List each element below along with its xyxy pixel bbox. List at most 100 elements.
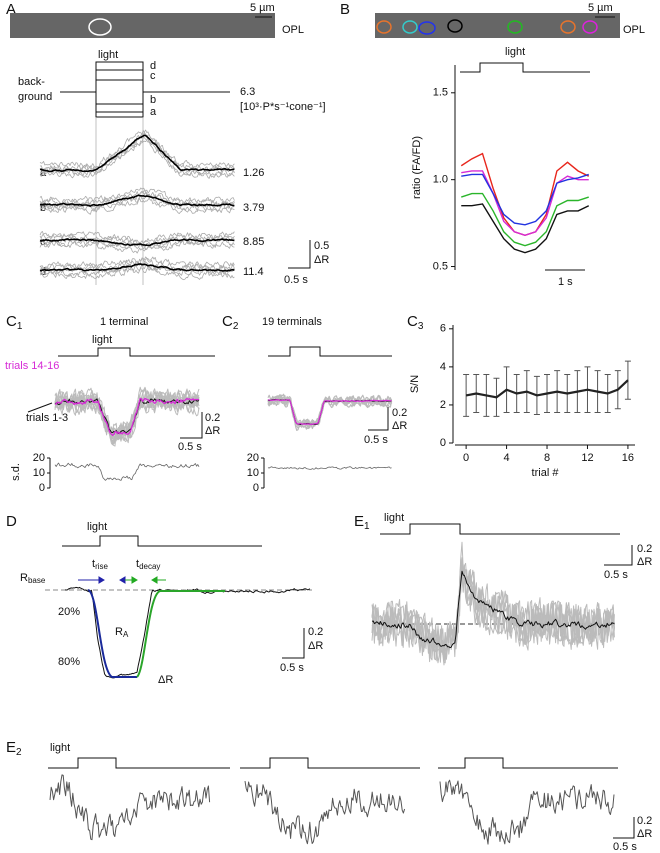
panel-title: 1 terminal <box>100 316 148 328</box>
panel-label: C2 <box>222 313 239 332</box>
trace <box>244 781 406 845</box>
unit: [10³·P*s⁻¹cone⁻¹] <box>240 101 326 113</box>
rois <box>376 19 598 35</box>
y-axis-label: ratio (FA/FD) <box>411 136 423 199</box>
stimulus-step <box>460 62 590 73</box>
series-line <box>465 379 629 399</box>
arrow <box>125 576 166 584</box>
y-tick-label: 4 <box>440 361 446 373</box>
trace <box>267 393 393 430</box>
legend-label: trials 1-3 <box>26 412 68 424</box>
stimulus-step <box>240 757 420 769</box>
annotation: 80% <box>58 656 80 668</box>
stimulus-diagram <box>60 61 230 118</box>
series-line <box>460 152 590 236</box>
level-label: b <box>150 94 156 106</box>
trace <box>54 462 200 481</box>
trace <box>39 263 235 277</box>
scale-label: 0.5 s <box>280 662 304 674</box>
scale-label: ΔR <box>392 420 407 432</box>
trace <box>39 238 235 247</box>
annotation: RA <box>115 626 129 639</box>
scale-label: 0.5 s <box>613 841 637 853</box>
scale-label: 0.2 <box>205 412 220 424</box>
trace-intensity: 1.26 <box>243 167 264 179</box>
panel-label: D <box>6 513 17 530</box>
panel-sub: 2 <box>16 747 22 758</box>
stimulus-label: light <box>92 334 112 346</box>
x-tick-label: 8 <box>544 452 550 464</box>
trace <box>39 134 235 173</box>
trace <box>39 129 235 169</box>
image-strip <box>10 13 275 38</box>
annotation: tdecay <box>136 558 160 571</box>
symbol: t <box>92 558 95 570</box>
y-tick-label: 0 <box>440 437 446 449</box>
x-tick-label: 16 <box>622 452 634 464</box>
fit-rise <box>87 589 137 678</box>
scale-label: ΔR <box>637 556 652 568</box>
panel-sub: 1 <box>364 521 370 532</box>
scale-bar <box>282 628 305 659</box>
panel-letter: E <box>354 513 364 530</box>
scale-bar <box>604 545 633 566</box>
scale-label: 0.5 s <box>284 274 308 286</box>
trace-intensity: 11.4 <box>243 266 264 278</box>
tick-label: 10 <box>247 467 259 479</box>
trace <box>39 235 235 249</box>
symbol: t <box>136 558 139 570</box>
tick-label: 0 <box>253 482 259 494</box>
stimulus-label: light <box>505 46 525 58</box>
trace-intensity: 8.85 <box>243 236 264 248</box>
y-tick-label: 1.5 <box>433 87 448 99</box>
stimulus-step <box>62 535 262 547</box>
annotation: trise <box>92 558 109 571</box>
scale-label: ΔR <box>637 828 652 840</box>
trace <box>39 194 235 207</box>
panel-label: B <box>340 1 350 18</box>
trace <box>39 190 235 207</box>
series-line <box>461 203 590 254</box>
roi <box>418 21 436 35</box>
panel-letter: E <box>6 739 16 756</box>
scale-label: 0.5 s <box>604 569 628 581</box>
scale-label: 5 µm <box>588 2 613 14</box>
x-tick-label: 12 <box>581 452 593 464</box>
scale-label: ΔR <box>314 254 329 266</box>
intensity: 6.3 <box>240 86 255 98</box>
trace <box>39 267 235 281</box>
trace <box>267 395 393 428</box>
symbol-sub: rise <box>95 562 108 571</box>
background-label: ground <box>18 91 52 103</box>
trace <box>39 197 235 215</box>
stimulus-label: light <box>87 521 107 533</box>
fit-decay <box>136 590 225 678</box>
tick-label: 0 <box>39 482 45 494</box>
pointer <box>27 402 53 413</box>
tick-label: 20 <box>33 452 45 464</box>
y-tick-label: 1.0 <box>433 174 448 186</box>
scale-label: 1 s <box>558 276 573 288</box>
panel-letter: C <box>222 313 233 330</box>
panel-label: E1 <box>354 513 370 532</box>
trace <box>64 586 311 679</box>
panel-letter: C <box>6 313 17 330</box>
panel-label: C1 <box>6 313 23 332</box>
trace <box>49 774 211 841</box>
scale-bar <box>613 817 635 839</box>
trace <box>439 779 615 845</box>
image-strip <box>375 13 620 38</box>
symbol: R <box>20 572 28 584</box>
panel-label: A <box>6 1 16 18</box>
roi <box>582 20 598 34</box>
scale-label: 0.5 <box>314 240 329 252</box>
layer-label: OPL <box>282 24 304 36</box>
series-line <box>461 170 589 236</box>
scale-label: 0.2 <box>308 626 323 638</box>
stimulus-step <box>438 757 618 769</box>
background-label: back- <box>18 76 45 88</box>
scale-label: 0.5 s <box>178 441 202 453</box>
scale-bar <box>368 407 389 431</box>
scale-bar <box>180 412 203 439</box>
